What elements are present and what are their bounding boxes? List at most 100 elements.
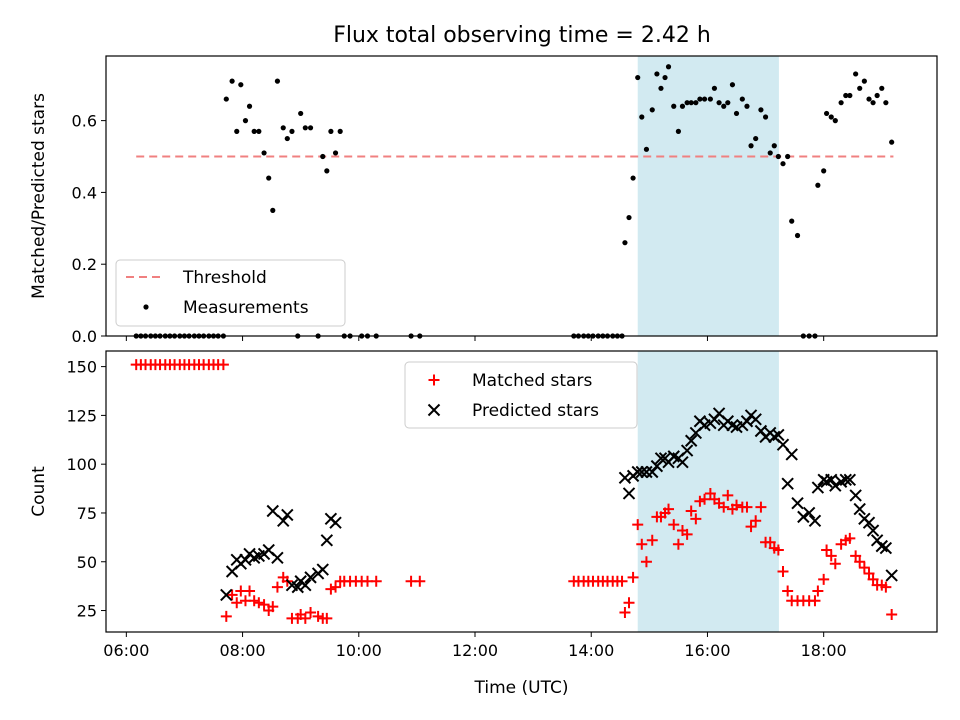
measurement-point — [675, 128, 682, 134]
predicted-star-marker — [281, 508, 294, 522]
measurement-point — [874, 92, 880, 99]
measurement-point — [861, 78, 867, 84]
measurement-point — [823, 110, 830, 117]
matched-star-marker — [299, 612, 311, 624]
measurement-point — [780, 161, 786, 167]
matched-star-marker — [755, 501, 767, 513]
matched-star-marker — [267, 601, 279, 613]
measurement-point — [256, 128, 262, 134]
matched-star-marker — [244, 585, 256, 597]
predicted-star-marker — [866, 524, 880, 537]
predicted-star-marker — [853, 502, 866, 516]
matched-star-marker — [764, 536, 776, 548]
measurement-point — [870, 100, 876, 106]
predicted-star-marker — [220, 588, 233, 602]
predicted-star-marker — [843, 473, 857, 486]
predicted-star-marker — [680, 444, 694, 457]
measurement-point — [643, 146, 650, 152]
measurement-point — [658, 85, 664, 91]
measurement-point — [324, 168, 330, 174]
matched-star-marker — [745, 521, 757, 533]
measurement-point — [280, 125, 286, 131]
legend-matched-swatch — [428, 374, 440, 386]
matched-star-marker — [809, 595, 821, 607]
legend-measurements-swatch — [143, 304, 149, 310]
measurement-point — [298, 110, 304, 117]
legend-predicted-swatch — [427, 403, 441, 417]
predicted-star-marker — [329, 516, 342, 529]
matched-star-marker — [777, 566, 789, 578]
measurement-point — [711, 85, 718, 91]
series-measurements — [133, 64, 895, 339]
predicted-star-marker — [772, 428, 785, 442]
matched-star-marker — [321, 612, 333, 624]
measurement-point — [332, 150, 339, 156]
measurement-point — [828, 114, 834, 120]
predicted-star-marker — [622, 487, 636, 500]
measurement-point — [635, 74, 641, 81]
matched-star-marker — [370, 575, 382, 587]
predicted-star-marker — [271, 551, 284, 565]
predicted-star-marker — [797, 510, 810, 524]
matched-star-marker — [844, 532, 856, 544]
matched-star-marker — [271, 581, 283, 593]
predicted-star-marker — [791, 497, 804, 510]
measurement-point — [785, 153, 791, 160]
measurement-point — [815, 182, 821, 188]
matched-star-marker — [818, 573, 830, 585]
predicted-star-marker — [304, 571, 317, 584]
matched-star-marker — [722, 489, 734, 501]
figure-title: Flux total observing time = 2.42 h — [333, 23, 711, 48]
predicted-star-marker — [879, 541, 893, 555]
measurement-point — [838, 100, 844, 106]
legend-box — [404, 361, 638, 429]
legend-predicted-label: Predicted stars — [472, 401, 599, 421]
matched-star-marker — [863, 567, 875, 579]
measurement-point — [721, 103, 727, 109]
measurement-point — [729, 82, 736, 88]
predicted-star-marker — [635, 465, 648, 479]
x-tick-label: 08:00 — [220, 641, 266, 660]
predicted-star-marker — [781, 477, 794, 490]
x-tick-label: 16:00 — [684, 641, 730, 660]
predicted-star-marker — [825, 473, 838, 486]
matched-star-marker — [619, 606, 631, 618]
measurement-point — [758, 107, 764, 113]
measurement-point — [270, 207, 276, 213]
matched-star-marker — [821, 544, 833, 556]
legend: Threshold Measurements — [115, 259, 346, 327]
measurement-point — [767, 150, 773, 156]
predicted-star-marker — [829, 479, 842, 492]
matched-star-marker — [772, 544, 784, 556]
matched-star-marker — [690, 513, 702, 525]
measurement-point — [229, 78, 235, 84]
matched-star-marker — [741, 501, 753, 513]
matched-star-marker — [782, 585, 794, 597]
matched-star-marker — [668, 519, 680, 531]
predicted-star-marker — [839, 473, 852, 486]
y-tick-label: 0.6 — [72, 112, 97, 131]
measurement-point — [307, 125, 314, 131]
matched-star-marker — [731, 499, 743, 511]
measurement-point — [665, 64, 672, 70]
measurement-point — [889, 139, 895, 145]
measurement-point — [688, 100, 694, 106]
predicted-star-marker — [291, 580, 304, 594]
predicted-star-marker — [862, 516, 876, 529]
legend-measurements-label: Measurements — [183, 298, 309, 318]
matched-star-marker — [663, 503, 675, 515]
measurement-point — [671, 103, 677, 109]
y-tick-label: 0.2 — [72, 255, 97, 274]
measurement-point — [320, 153, 326, 160]
matched-star-marker — [750, 515, 762, 527]
predicted-star-marker — [316, 563, 329, 576]
measurement-point — [716, 100, 722, 106]
measurement-point — [234, 128, 240, 134]
predicted-star-marker — [776, 438, 790, 451]
predicted-star-marker — [266, 504, 279, 518]
measurement-point — [707, 96, 713, 102]
matched-star-marker — [616, 575, 628, 587]
measurement-point — [697, 96, 703, 102]
matched-star-marker — [825, 550, 837, 562]
y-tick-label: 0.0 — [72, 327, 97, 346]
